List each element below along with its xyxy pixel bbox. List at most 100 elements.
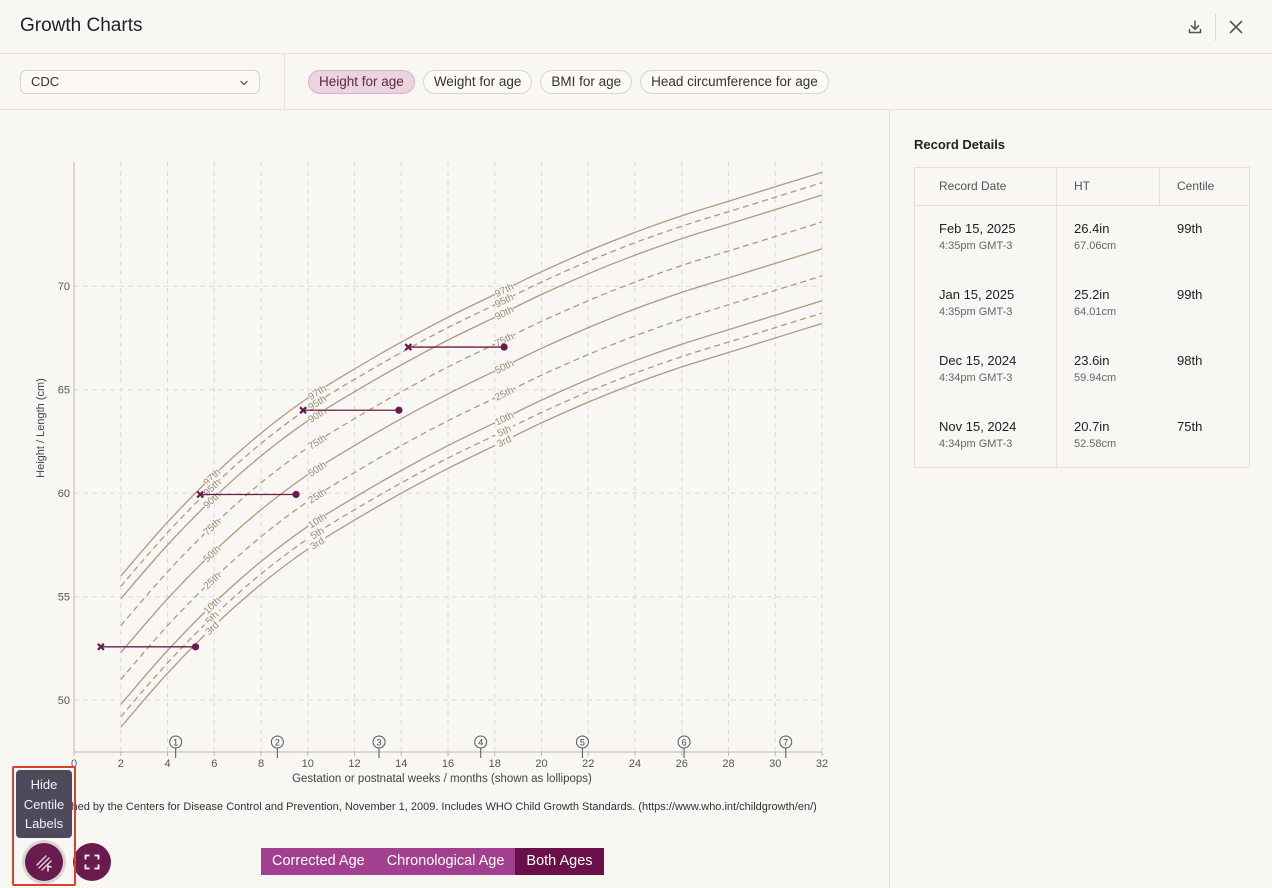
chronological-age-point [395,406,403,414]
row-date: Jan 15, 2025 [939,287,1015,302]
centile-label-bg [305,459,329,479]
month-marker-circle [779,735,793,749]
y-tick-label: 65 [58,385,70,397]
centile-line-10th [120,300,823,705]
corrected-age-point [196,490,205,499]
centile-line-25th [120,275,823,680]
row-date: Dec 15, 2024 [939,353,1017,368]
centile-label-bg [305,523,329,543]
row-time: 4:34pm GMT-3 [939,372,1013,384]
download-icon [1188,20,1202,34]
column-divider [1056,168,1057,467]
month-markers: 1 2 3 4 5 6 7 [169,735,793,758]
row-ht-cm: 64.01cm [1074,306,1117,318]
hide-centile-labels-tooltip: Hide Centile Labels [16,770,72,838]
centile-label-bg [492,281,516,299]
fullscreen-icon [84,854,100,870]
chip-bmi-for-age[interactable]: BMI for age [540,70,633,94]
both-ages-button[interactable]: Both Ages [515,848,604,875]
centile-line-3rd [120,322,823,728]
column-divider [1159,168,1160,205]
x-tick-label: 2 [118,758,124,770]
month-marker-label: 6 [682,738,687,748]
fullscreen-button[interactable] [73,843,111,881]
toggle-centile-labels-button[interactable] [25,843,63,881]
month-marker-label: 1 [173,738,178,748]
row-ht-cm: 52.58cm [1074,438,1117,450]
chart-grid [74,162,823,752]
centile-line-90th [120,194,823,600]
y-axis-label: Height / Length (cm) [35,378,47,478]
x-tick-label: 24 [629,758,641,770]
reference-select-value: CDC [31,74,60,89]
column-header-centile: Centile [1177,179,1215,193]
reference-select[interactable]: CDC [20,70,260,94]
corrected-age-button[interactable]: Corrected Age [261,848,376,875]
centile-label-bg [492,409,516,428]
growth-chart: 0 2 4 6 8 10 12 14 16 18 20 22 24 26 28 30 325055606570 … [35,162,828,785]
month-marker-label: 5 [580,738,585,748]
chip-weight-for-age[interactable]: Weight for age [422,70,533,94]
close-icon [1229,20,1243,34]
centile-label-bg [492,421,516,440]
row-date: Nov 15, 2024 [939,419,1017,434]
centile-label-bg [305,392,329,413]
month-marker-circle [169,735,183,749]
x-tick-label: 8 [258,758,264,770]
download-button[interactable] [1180,12,1210,42]
row-ht-in: 25.2in [1074,287,1110,302]
centile-label-bg [305,533,329,553]
chevron-down-icon [240,80,248,86]
close-button[interactable] [1221,12,1251,42]
row-centile: 99th [1177,221,1203,236]
source-note: shed by the Centers for Disease Control … [66,801,817,813]
x-axis-label: Gestation or postnatal weeks / months (s… [292,773,592,785]
month-marker-circle [575,735,589,749]
chronological-age-point [191,643,200,651]
centile-line-50th [120,248,823,654]
chip-height-for-age[interactable]: Height for age [308,70,415,94]
x-tick-label: 12 [348,758,360,770]
y-tick-label: 70 [58,281,70,293]
x-tick-label: 16 [442,758,454,770]
centile-label-75th: 75th [202,517,224,538]
centile-line-75th [120,221,823,627]
y-tick-label: 55 [58,592,70,604]
centile-label-bg [492,330,516,349]
chronological-age-point [500,343,508,351]
measurements [97,343,508,651]
age-toggle: Corrected Age Chronological Age Both Age… [261,848,604,875]
centile-label-25th: 25th [202,570,224,591]
row-time: 4:34pm GMT-3 [939,438,1013,450]
x-tick-label: 32 [816,758,828,770]
centile-label-bg [201,516,223,538]
header-bar: Growth Charts [0,0,1272,54]
chronological-age-point [292,490,300,499]
row-ht-in: 23.6in [1074,353,1110,368]
header-separator [915,205,1249,206]
corrected-age-point [404,343,413,351]
measurement-chips: Height for age Weight for age BMI for ag… [308,70,829,94]
chart-toolbar: CDC Height for age Weight for age BMI fo… [0,54,1272,110]
chronological-age-button[interactable]: Chronological Age [375,848,516,875]
centile-label-bg [305,486,329,506]
row-ht-in: 26.4in [1074,221,1110,236]
centile-line-5th [120,312,823,718]
row-ht-cm: 67.06cm [1074,240,1117,252]
tooltip-line: Centile [23,796,65,812]
row-centile: 98th [1177,353,1203,368]
record-details-table: Record Date HT Centile Feb 15, 2025 4:35… [914,167,1250,468]
centile-label-bg [492,384,516,403]
centile-label-bg [201,617,223,639]
centile-label-bg [492,432,516,450]
centile-label-50th: 50th [202,544,224,565]
row-ht-in: 20.7in [1074,419,1110,434]
row-centile: 75th [1177,419,1203,434]
record-details-title: Record Details [914,137,1006,152]
month-marker-circle [372,735,386,749]
centile-label-bg [201,466,223,488]
chip-head-circumference-for-age[interactable]: Head circumference for age [640,70,829,94]
month-marker-label: 3 [377,738,382,748]
header-divider [1215,14,1216,41]
